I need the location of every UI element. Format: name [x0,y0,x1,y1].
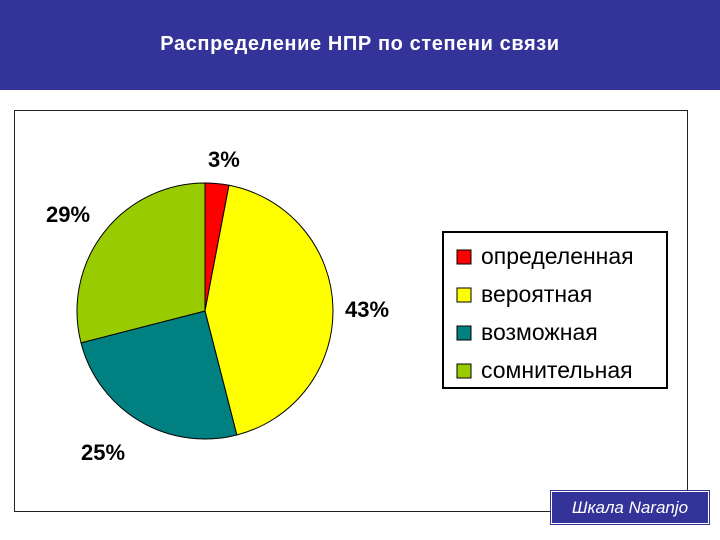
legend-label-2: вероятная [481,281,592,307]
legend-swatch-4 [456,363,472,379]
pie-labels: 3% 43% 25% 29% [46,147,389,465]
pie-slice-label-3: 25% [81,440,125,465]
pie-slices [76,182,334,440]
slide-title: Распределение НПР по степени связи [160,32,560,55]
legend-box [442,231,668,389]
pie-slice-label-1: 3% [208,147,240,172]
legend-swatch-2 [456,287,472,303]
pie-slice-label-2: 43% [345,297,389,322]
legend: определенная вероятная возможная сомнительн… [442,231,668,389]
legend-label-3: возможная [481,319,598,345]
pie-slice-2 [204,184,334,436]
legend-label-4: сомнительная [481,357,633,383]
pie-chart: 3% 43% 25% 29% определенная вероятная возможн… [46,147,668,465]
title-bar: Распределение НПР по степени связи [0,0,720,90]
scale-label: Шкала Naranjo [571,497,689,517]
pie-slice-label-4: 29% [46,202,90,227]
scale-badge: Шкала Naranjo [550,490,710,525]
legend-label-1: определенная [481,243,634,269]
legend-swatch-1 [456,249,472,265]
legend-swatch-3 [456,325,472,341]
pie-slice-3 [80,310,238,440]
chart-frame: 3% 43% 25% 29% определенная вероятная возможн… [14,110,688,512]
pie-slice-4 [76,182,206,344]
